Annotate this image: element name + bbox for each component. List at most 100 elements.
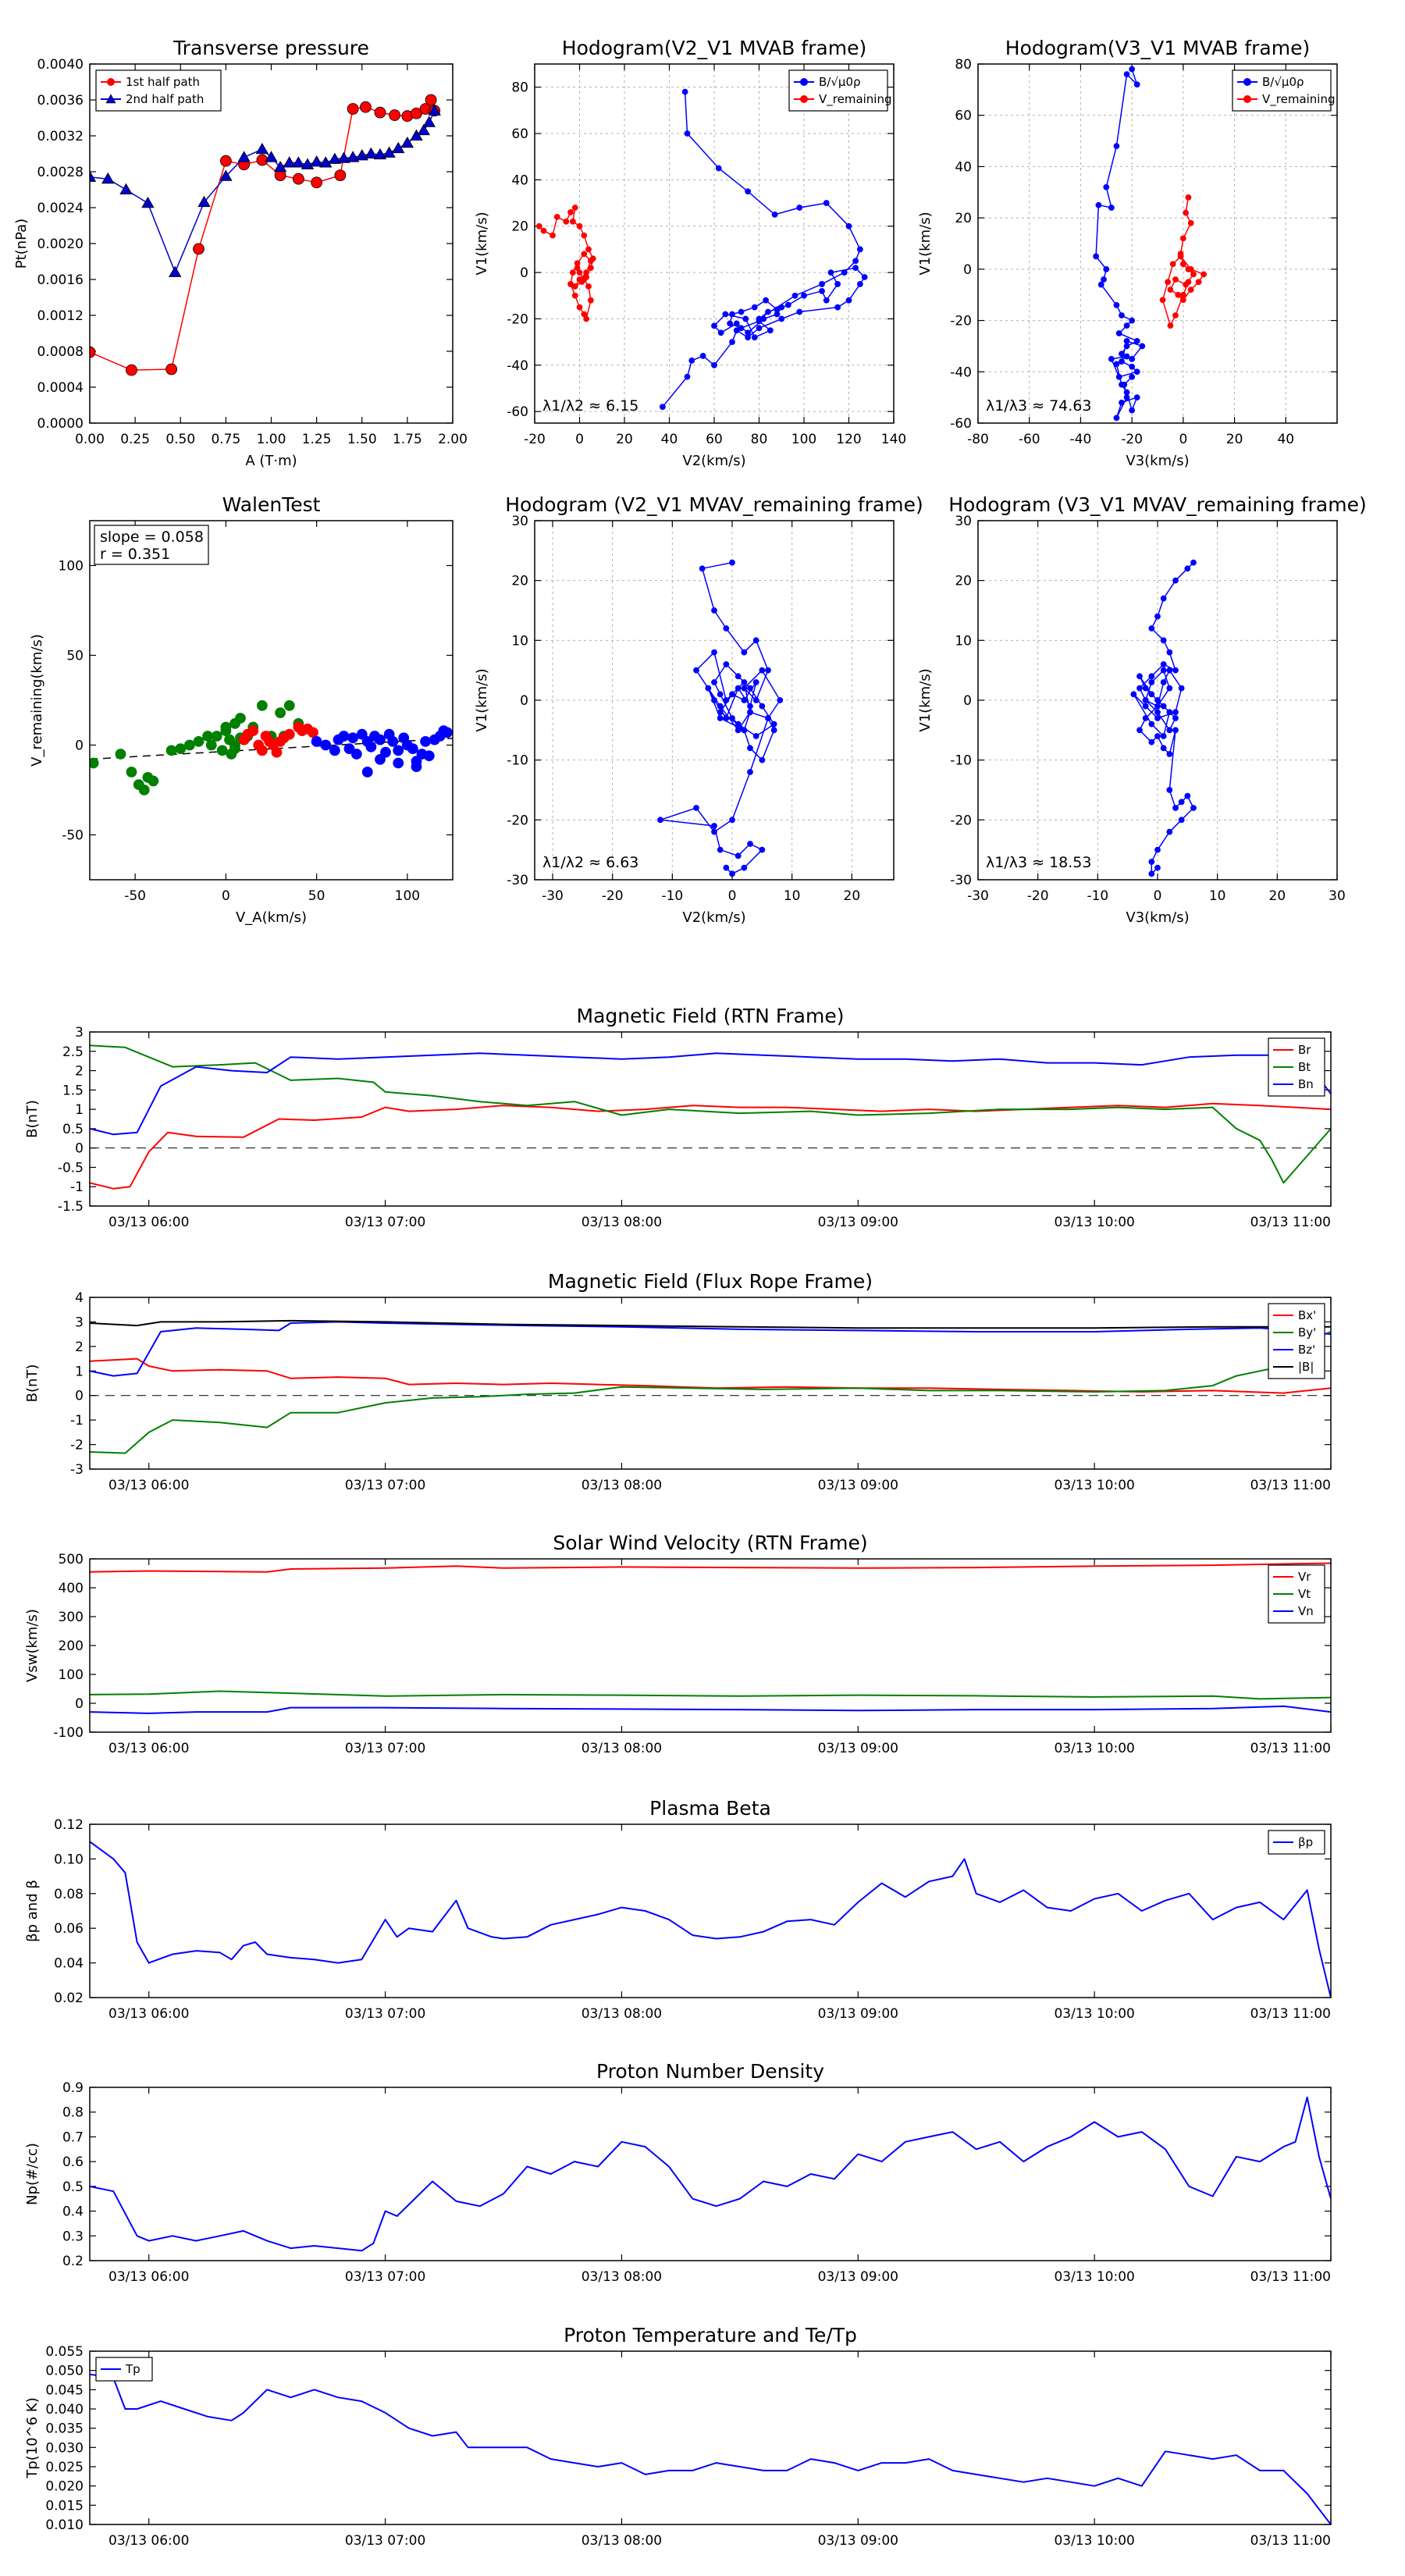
data-point — [1133, 394, 1140, 401]
x-tick-label: 0 — [222, 888, 230, 904]
series-line-2 — [90, 1705, 1331, 1714]
chart-solar_wind_velocity: Solar Wind Velocity (RTN Frame) 03/13 06:… — [24, 1532, 1332, 1756]
chart-hodogram_v2v1_mvab: Hodogram(V2_V1 MVAB frame) -20 0 20 40 60 80 10… — [474, 37, 906, 469]
series-line-1 — [90, 1044, 1331, 1184]
data-point — [407, 743, 418, 754]
data-point — [90, 170, 97, 182]
plot-area — [535, 88, 868, 411]
data-point — [1113, 143, 1120, 150]
chart-proton_temperature: Proton Temperature and Te/Tp 03/13 06:00 0… — [24, 2324, 1332, 2549]
eigenvalue-ratio: λ1/λ2 ≈ 6.15 — [542, 397, 638, 415]
y-tick-label: 0.0036 — [37, 93, 84, 109]
y-tick-label: 0.050 — [45, 2364, 84, 2379]
legend-label: Bz' — [1298, 1343, 1315, 1357]
y-tick-label: 0.5 — [62, 2179, 84, 2195]
data-point — [729, 559, 735, 566]
data-point — [389, 109, 401, 121]
x-tick-label: 03/13 09:00 — [818, 1478, 898, 1493]
y-tick-label: 0.040 — [45, 2402, 84, 2418]
chart-hodogram_v2v1_mvav: Hodogram (V2_V1 MVAV_remaining frame) -30… — [474, 493, 923, 926]
data-point — [765, 667, 771, 674]
x-tick-label: -40 — [1070, 432, 1092, 447]
y-axis-label: Vsw(km/s) — [24, 1609, 41, 1682]
data-point — [581, 276, 588, 283]
data-point — [375, 734, 386, 745]
data-point — [275, 707, 286, 718]
data-point — [1113, 415, 1120, 422]
y-tick-label: 50 — [66, 649, 84, 664]
x-tick-label: -20 — [1121, 432, 1143, 447]
data-point — [550, 232, 556, 239]
legend-label: V_remaining — [819, 92, 892, 107]
y-tick-label: -60 — [950, 416, 972, 432]
data-point — [729, 817, 735, 824]
data-point — [729, 339, 735, 346]
data-point — [417, 123, 430, 136]
data-point — [585, 246, 592, 253]
y-tick-label: 0 — [75, 1696, 84, 1712]
x-tick-label: 140 — [881, 432, 906, 447]
y-tick-label: 10 — [511, 633, 528, 649]
x-tick-label: -30 — [967, 888, 989, 904]
data-point — [576, 222, 583, 229]
data-point — [1139, 343, 1146, 350]
data-point — [747, 841, 753, 847]
y-tick-label: -40 — [950, 365, 972, 380]
data-point — [216, 745, 228, 756]
data-point — [1179, 235, 1186, 242]
data-point — [219, 155, 232, 167]
data-point — [1154, 715, 1161, 721]
data-point — [1160, 661, 1167, 667]
y-axis-label: V1(km/s) — [917, 668, 934, 731]
y-tick-label: 40 — [955, 159, 972, 175]
data-point — [1185, 279, 1192, 286]
data-point — [211, 731, 222, 742]
data-point — [329, 745, 340, 756]
data-point — [1095, 201, 1102, 208]
x-tick-label: 03/13 06:00 — [108, 2006, 189, 2022]
data-point — [784, 301, 791, 308]
y-tick-label: 0.025 — [45, 2460, 84, 2475]
plot-area — [90, 1562, 1331, 1714]
y-tick-label: 10 — [955, 633, 972, 649]
plot-frame — [89, 2087, 1332, 2261]
data-point — [717, 691, 724, 698]
data-point — [735, 852, 742, 859]
data-point — [1160, 733, 1167, 739]
y-tick-label: 0.010 — [45, 2517, 84, 2533]
data-point — [581, 232, 588, 239]
chart-transverse_pressure: Transverse pressure 0.00 0.25 0.50 0.75 1.00 1… — [13, 37, 468, 469]
data-point — [752, 679, 759, 685]
legend: B/√μ0ρ V_remaining — [788, 69, 892, 112]
y-axis-label: Pt(nPa) — [13, 219, 30, 269]
data-point — [778, 304, 785, 311]
data-point — [723, 864, 730, 871]
data-point — [684, 373, 691, 380]
data-point — [756, 325, 763, 332]
data-point — [535, 222, 542, 229]
data-point — [729, 311, 735, 318]
y-tick-label: 0.0012 — [37, 308, 84, 324]
x-tick-label: -30 — [542, 888, 564, 904]
data-point — [747, 709, 753, 716]
data-point — [411, 756, 422, 767]
legend: Vr Vt Vn — [1268, 1564, 1325, 1624]
y-tick-label: 0.02 — [54, 1991, 84, 2006]
data-point — [346, 151, 360, 162]
data-point — [735, 673, 742, 680]
y-tick-label: 2 — [75, 1064, 84, 1080]
y-tick-label: 0.045 — [45, 2382, 84, 2398]
chart-title: Hodogram (V3_V1 MVAV_remaining frame) — [948, 493, 1367, 516]
y-tick-label: 80 — [955, 57, 972, 73]
x-tick-label: 0 — [1179, 432, 1187, 447]
series-line-1 — [90, 1331, 1331, 1454]
legend-label: |B| — [1298, 1360, 1314, 1374]
data-point — [1103, 265, 1110, 272]
x-tick-label: 03/13 11:00 — [1250, 1478, 1331, 1493]
y-tick-label: -0.5 — [58, 1160, 84, 1176]
legend-frame — [1232, 69, 1332, 112]
x-tick-label: 0 — [575, 432, 584, 447]
x-tick-label: 20 — [1226, 432, 1243, 447]
x-tick-label: 03/13 10:00 — [1054, 2269, 1134, 2285]
